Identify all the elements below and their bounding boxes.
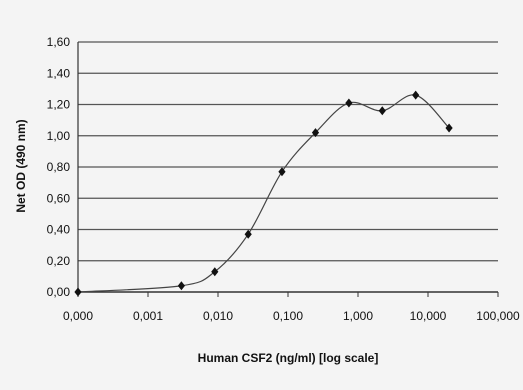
data-point: [177, 281, 185, 291]
data-point: [244, 229, 252, 239]
y-axis-title: Net OD (490 nm): [14, 119, 28, 212]
y-tick-label: 0,20: [47, 254, 71, 268]
data-point: [278, 167, 286, 177]
grid-layer: [78, 41, 498, 262]
x-tick-labels: 0,000 0,001 0,010 0,100 1,000 10,000 100,000: [63, 309, 520, 323]
y-tick-labels: 0,00 0,20 0,40 0,60 0,80 1,00 1,20 1,40 1,60: [47, 35, 71, 299]
curve-layer: [77, 94, 450, 293]
axis-layer: [77, 42, 499, 297]
x-tick-label: 1,000: [343, 309, 373, 323]
data-point: [74, 287, 82, 297]
x-tick-label: 100,000: [476, 309, 520, 323]
data-point: [378, 106, 386, 116]
y-tick-label: 0,00: [47, 285, 71, 299]
data-point: [445, 123, 453, 133]
x-tick-label: 10,000: [410, 309, 447, 323]
x-tick-label: 0,010: [203, 309, 233, 323]
marker-layer: [74, 90, 453, 297]
y-tick-label: 1,40: [47, 66, 71, 80]
data-point: [345, 98, 353, 108]
x-tick-label: 0,100: [273, 309, 303, 323]
y-tick-label: 1,20: [47, 98, 71, 112]
data-point: [311, 128, 320, 138]
x-tick-label: 0,000: [63, 309, 93, 323]
x-axis-title: Human CSF2 (ng/ml) [log scale]: [198, 351, 379, 365]
y-tick-label: 1,60: [47, 35, 71, 49]
y-tick-label: 0,80: [47, 160, 71, 174]
data-point: [412, 90, 420, 100]
data-point: [211, 267, 219, 277]
y-tick-label: 0,40: [47, 223, 71, 237]
y-tick-label: 0,60: [47, 191, 71, 205]
x-tick-label: 0,001: [133, 309, 163, 323]
y-tick-label: 1,00: [47, 129, 71, 143]
series-line: [77, 94, 450, 293]
